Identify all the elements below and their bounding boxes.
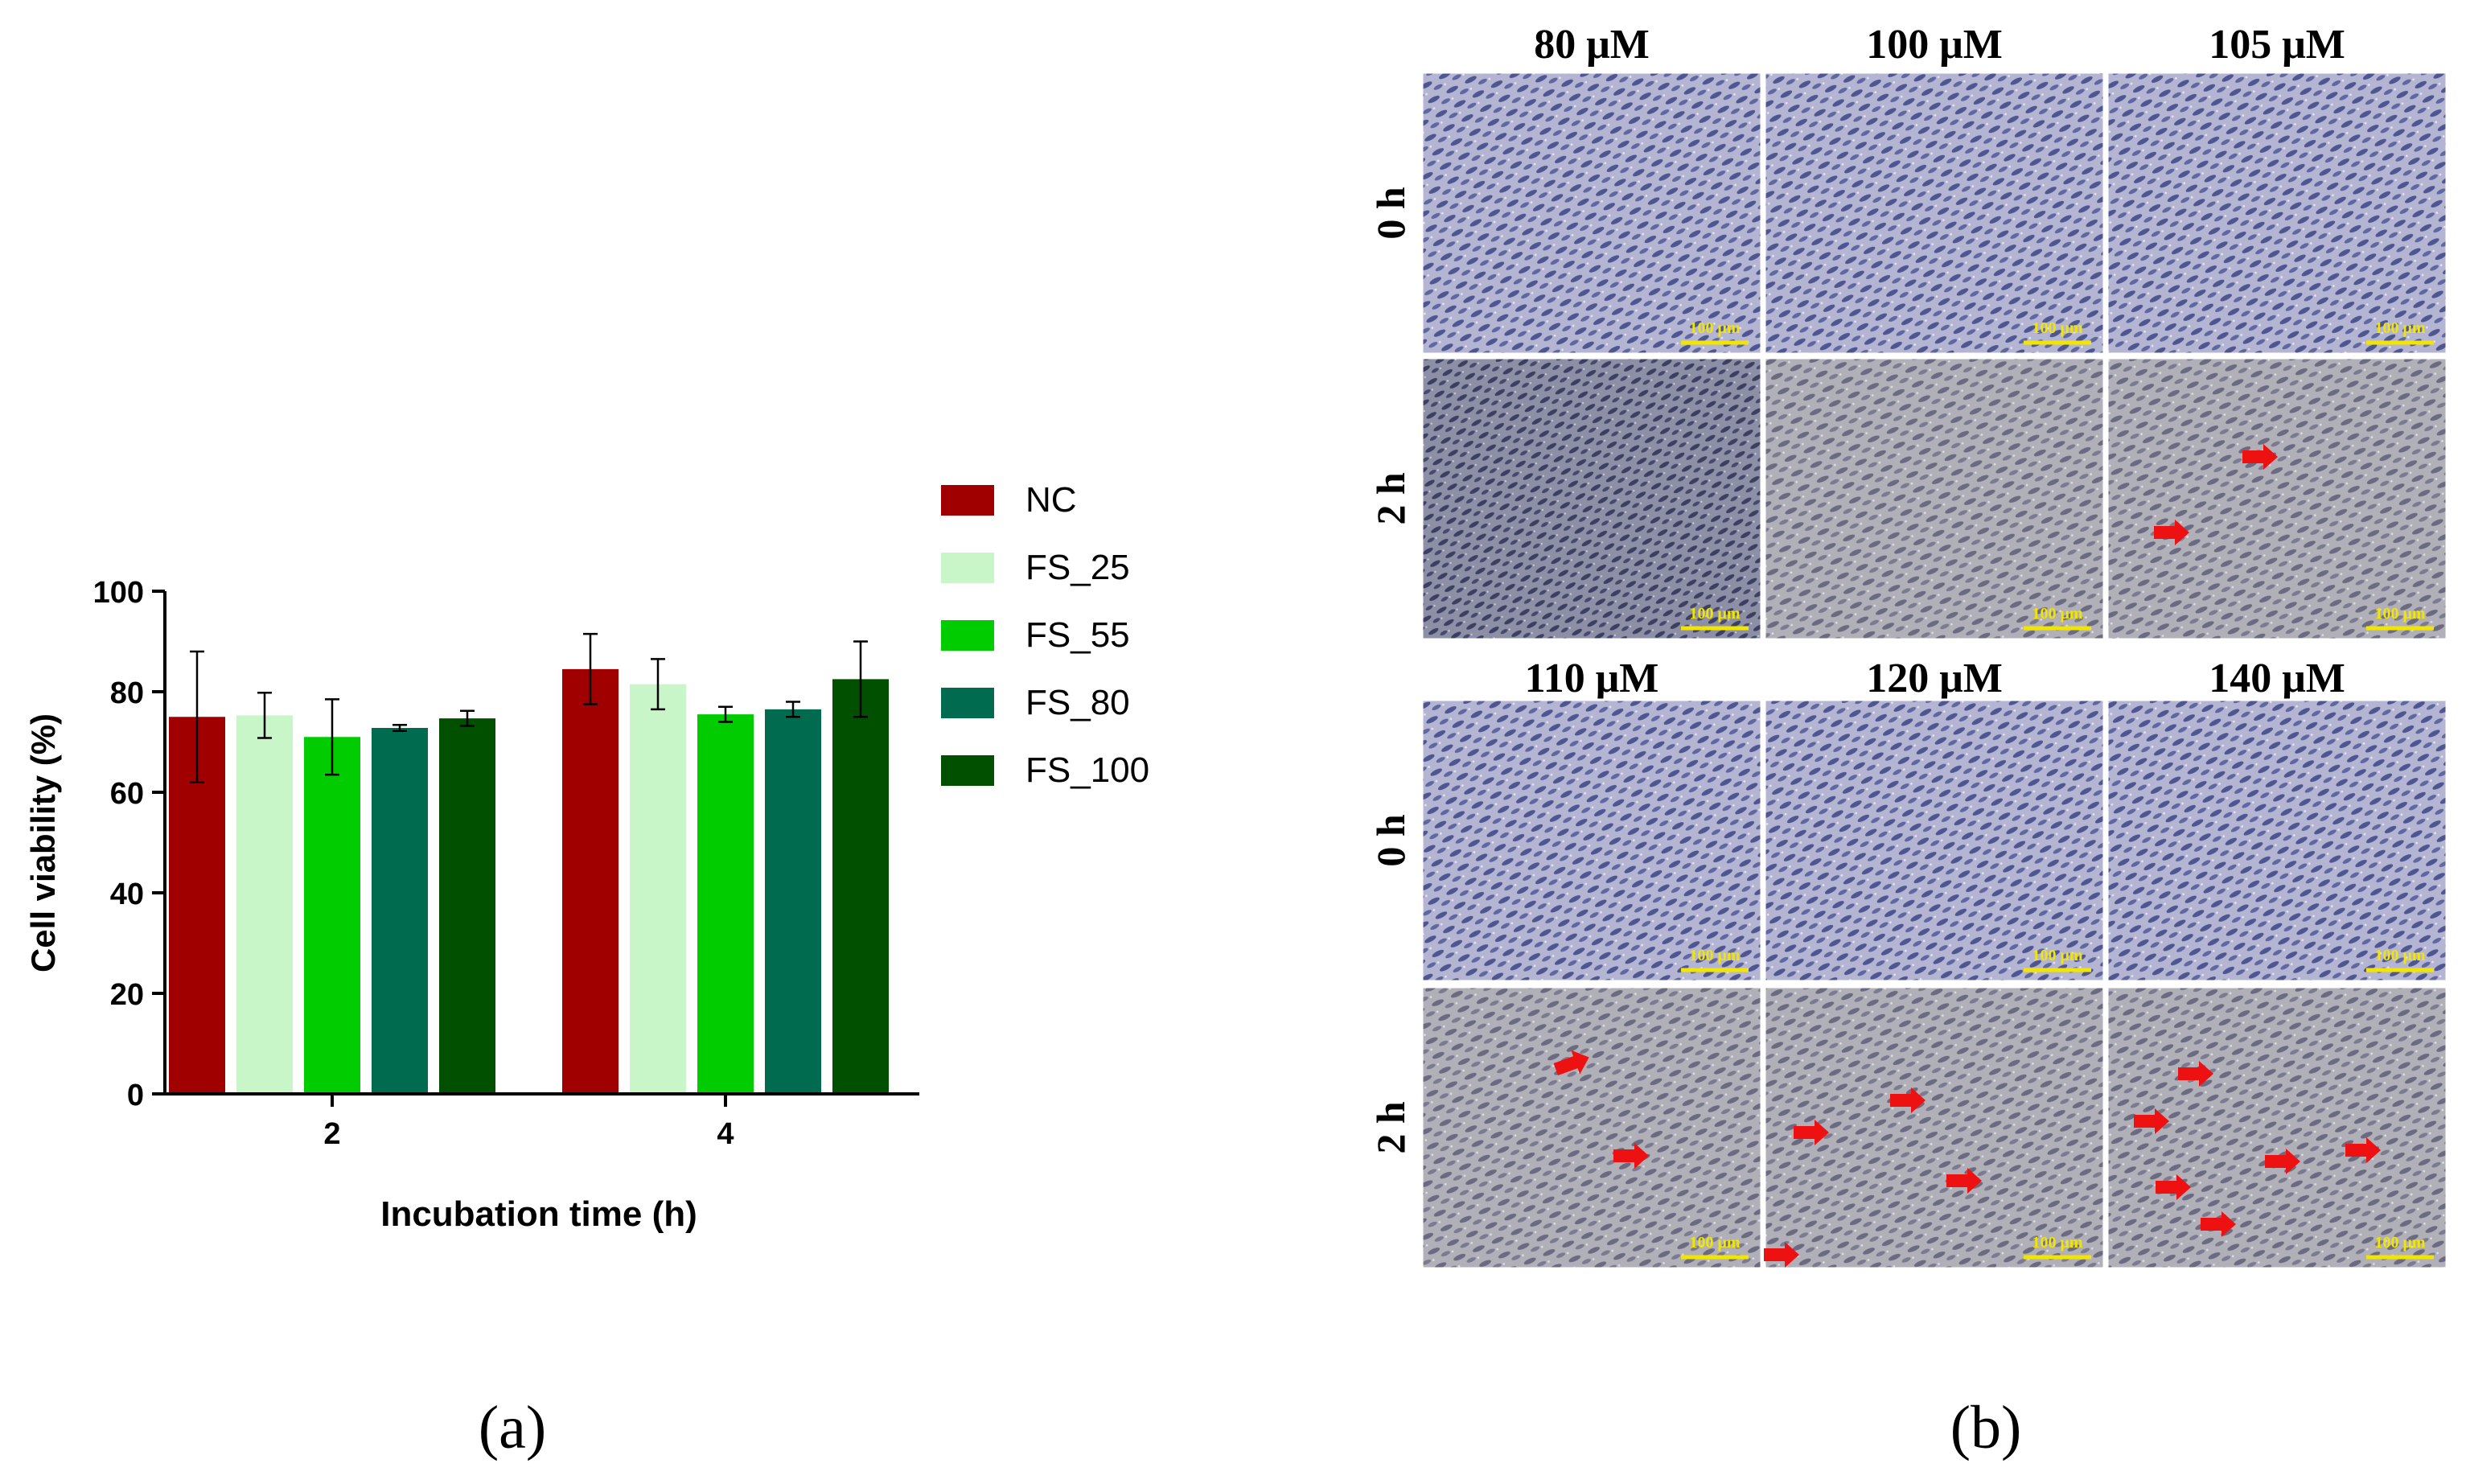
legend-swatch-fs-25 [941,553,994,583]
scale-bar-label: 100 μm [2375,947,2426,964]
red-arrow-icon [2265,1149,2300,1174]
scale-bar-label: 100 μm [2375,605,2426,623]
legend-swatch-fs-80 [941,688,994,718]
error-bar-fs-25-2h [257,692,272,739]
red-arrow-icon [1764,1242,1799,1268]
red-arrow-icon [1794,1120,1829,1145]
time-row-label: 2 h [1368,472,1413,525]
error-bar-fs-55-2h [325,698,339,776]
scale-bar-label: 100 μm [2375,1234,2426,1252]
concentration-header: 140 μM [2209,656,2345,701]
micrograph-image [1763,698,2106,983]
micrograph-image [1420,985,1763,1270]
error-bar-fs-55-4h [718,705,733,723]
legend-label-fs-100: FS_100 [1025,750,1149,790]
time-row-label: 2 h [1368,1101,1413,1154]
bar-fs-55-4h [697,714,754,1094]
micrograph-image [1420,71,1763,356]
bar-fs-100-2h [439,718,495,1094]
bar-fs-80-2h [372,728,428,1094]
red-arrow-icon [2156,1174,2191,1200]
y-tick-label: 80 [110,676,144,710]
error-bar-nc-4h [583,632,598,705]
time-row-label: 0 h [1368,187,1413,240]
legend-label-fs-25: FS_25 [1025,548,1130,587]
red-arrow-icon [1946,1168,1982,1194]
bars-layer [169,668,889,1094]
red-arrow-icon [1890,1087,1926,1113]
legend-label-fs-80: FS_80 [1025,683,1130,722]
scale-bar-label: 100 μm [2032,605,2083,623]
error-bar-fs-25-4h [651,658,665,711]
y-tick-label: 0 [127,1079,144,1112]
error-bars-layer [190,632,868,783]
y-tick-label: 100 [93,576,144,610]
legend-swatch-nc [941,485,994,516]
micrograph-image [1763,71,2106,356]
red-arrow-icon [2242,444,2278,470]
error-bar-fs-80-2h [393,724,407,732]
panel-a-label: (a) [479,1394,546,1461]
micrograph-image [1420,698,1763,983]
concentration-header: 100 μM [1866,22,2003,68]
y-ticks-layer: 0 20 40 60 80 100 [93,576,165,1112]
legend-swatch-fs-55 [941,620,994,651]
red-arrow-icon [2134,1108,2169,1134]
red-arrow-icon [2154,520,2189,545]
bar-fs-80-4h [765,709,821,1094]
bar-fs-100-4h [832,679,889,1094]
error-bar-fs-100-4h [853,640,868,718]
x-axis-title: Incubation time (h) [380,1194,697,1234]
y-tick-label: 40 [110,878,144,911]
legend-label-nc: NC [1025,480,1077,520]
micrograph-grid: 80 μM 100 μM 105 μM 0 h 100 μm 100 μm 100 μm 2 … [1368,22,2448,1270]
micrograph-image [2106,985,2448,1270]
bar-fs-55-2h [304,737,360,1094]
y-tick-label: 20 [110,978,144,1012]
legend: NC FS_25 FS_55 FS_80 FS_100 [941,480,1149,790]
error-bar-fs-80-4h [786,701,800,718]
bar-nc-4h [562,668,619,1094]
x-tick-label: 4 [717,1117,734,1151]
bar-fs-25-2h [236,715,293,1094]
error-bar-nc-2h [190,650,204,783]
concentration-header: 120 μM [1866,656,2003,701]
bar-fs-25-4h [630,684,686,1094]
micrograph-image [2106,356,2448,641]
scale-bar-label: 100 μm [1690,605,1741,623]
red-arrow-icon [2345,1137,2381,1163]
concentration-header: 80 μM [1534,22,1650,68]
scale-bar-label: 100 μm [2032,1234,2083,1252]
y-axis-title: Cell viability (%) [24,713,62,972]
legend-label-fs-55: FS_55 [1025,615,1130,655]
red-arrow-icon [2201,1211,2236,1237]
red-arrow-icon [1613,1143,1649,1169]
error-bar-fs-100-2h [460,709,475,727]
micrograph-image [1763,356,2106,641]
red-arrow-icon [2178,1061,2213,1087]
concentration-header: 105 μM [2209,22,2345,68]
scale-bar-label: 100 μm [2375,319,2426,337]
x-tick-label: 2 [323,1117,340,1151]
scale-bar-label: 100 μm [1690,1234,1741,1252]
y-tick-label: 60 [110,777,144,811]
scale-bar-label: 100 μm [1690,319,1741,337]
panel-b-label: (b) [1950,1394,2022,1461]
micrograph-image [2106,71,2448,356]
scale-bar-label: 100 μm [2032,947,2083,964]
concentration-header: 110 μM [1525,656,1659,701]
red-arrow-icon [1553,1050,1589,1076]
legend-swatch-fs-100 [941,755,994,786]
time-row-label: 0 h [1368,814,1413,867]
scale-bar-label: 100 μm [2032,319,2083,337]
micrograph-image [1420,356,1763,641]
micrograph-image [2106,698,2448,983]
scale-bar-label: 100 μm [1690,947,1741,964]
